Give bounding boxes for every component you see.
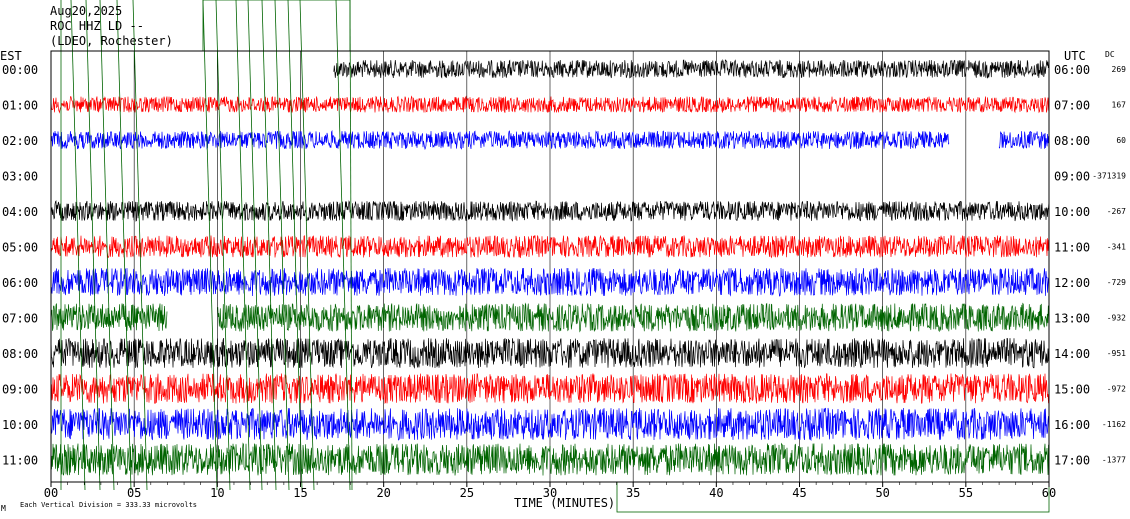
event-line [70, 0, 86, 491]
event-line [261, 0, 277, 491]
header-network: (LDEO, Rochester) [50, 34, 173, 48]
event-line [99, 0, 115, 491]
est-label: 04:00 [2, 205, 38, 219]
dc-value: -341 [1107, 243, 1126, 252]
right-zone-label: UTC [1064, 49, 1086, 63]
trace-1100 [50, 442, 1050, 476]
dc-value: -1377 [1102, 456, 1126, 465]
event-line [335, 0, 351, 491]
trace-0500 [50, 234, 1050, 259]
x-tick-label: 50 [875, 486, 889, 500]
event-line [235, 0, 251, 491]
utc-label: 06:00 [1054, 63, 1090, 77]
event-line [116, 0, 132, 491]
dc-value: -267 [1107, 207, 1126, 216]
x-tick-label: 60 [1042, 486, 1056, 500]
left-zone-label: EST [0, 49, 22, 63]
dc-value: -371319 [1092, 172, 1126, 181]
row-labels: 00:00 06:00 269 01:00 07:00 167 02:00 08:00 60 03… [2, 63, 1126, 468]
event-line [274, 0, 290, 491]
x-tick-label: 55 [959, 486, 973, 500]
seismic-traces [50, 59, 1050, 476]
event-line [287, 0, 303, 491]
est-label: 09:00 [2, 383, 38, 397]
est-label: 01:00 [2, 99, 38, 113]
dc-value: 60 [1116, 136, 1126, 145]
utc-label: 09:00 [1054, 170, 1090, 184]
est-label: 07:00 [2, 312, 38, 326]
dc-value: 269 [1112, 65, 1127, 74]
x-tick-label: 30 [543, 486, 557, 500]
event-line [349, 0, 353, 491]
scale-footnote: Each Vertical Division = 333.33 microvol… [20, 501, 197, 509]
est-label: 00:00 [2, 63, 38, 77]
trace-0900 [50, 373, 1050, 405]
utc-label: 11:00 [1054, 241, 1090, 255]
est-label: 06:00 [2, 276, 38, 290]
event-line [132, 0, 148, 491]
dc-value: -951 [1107, 349, 1126, 358]
utc-label: 12:00 [1054, 276, 1090, 290]
x-tick-label: 20 [376, 486, 390, 500]
dc-value: -729 [1107, 278, 1126, 287]
dc-header: DC [1105, 50, 1115, 59]
trace-0700 [217, 302, 1050, 333]
utc-label: 17:00 [1054, 454, 1090, 468]
x-tick-label: 40 [709, 486, 723, 500]
utc-label: 14:00 [1054, 347, 1090, 361]
x-axis-label: TIME (MINUTES) [514, 496, 615, 510]
est-label: 08:00 [2, 347, 38, 361]
est-label: 03:00 [2, 170, 38, 184]
trace-0000 [333, 59, 1050, 79]
x-tick-label: 15 [293, 486, 307, 500]
grid-lines [133, 51, 967, 482]
utc-label: 08:00 [1054, 134, 1090, 148]
event-box-bottom [616, 481, 1050, 513]
utc-label: 07:00 [1054, 99, 1090, 113]
trace-0100 [50, 95, 1050, 114]
header-date: Aug20,2025 [50, 4, 122, 18]
corner-mark: M [1, 504, 6, 513]
utc-label: 13:00 [1054, 312, 1090, 326]
header-station: ROC HHZ LD -- [50, 19, 144, 33]
event-line [202, 0, 218, 491]
x-tick-label: 10 [210, 486, 224, 500]
x-tick-label: 05 [127, 486, 141, 500]
trace-0200 [50, 129, 950, 151]
est-label: 11:00 [2, 454, 38, 468]
trace-0400 [50, 200, 1050, 222]
utc-label: 16:00 [1054, 418, 1090, 432]
dc-value: -972 [1107, 385, 1126, 394]
event-line [299, 0, 315, 491]
est-label: 10:00 [2, 418, 38, 432]
x-axis-ticks: 00 05 10 15 20 25 30 35 40 45 50 55 60 [44, 482, 1056, 500]
x-tick-label: 25 [460, 486, 474, 500]
trace-0800 [50, 337, 1050, 369]
x-tick-label: 35 [626, 486, 640, 500]
x-tick-label: 45 [792, 486, 806, 500]
utc-label: 10:00 [1054, 205, 1090, 219]
event-line [247, 0, 263, 491]
x-tick-label: 00 [44, 486, 58, 500]
est-label: 05:00 [2, 241, 38, 255]
trace-1000 [50, 407, 1050, 442]
utc-label: 15:00 [1054, 383, 1090, 397]
event-line [85, 0, 101, 491]
dc-value: -932 [1107, 314, 1126, 323]
dc-value: -1162 [1102, 420, 1126, 429]
event-line [215, 0, 231, 491]
dc-value: 167 [1112, 101, 1127, 110]
trace-0600 [50, 267, 1050, 297]
trace-0200 [998, 130, 1049, 149]
est-label: 02:00 [2, 134, 38, 148]
